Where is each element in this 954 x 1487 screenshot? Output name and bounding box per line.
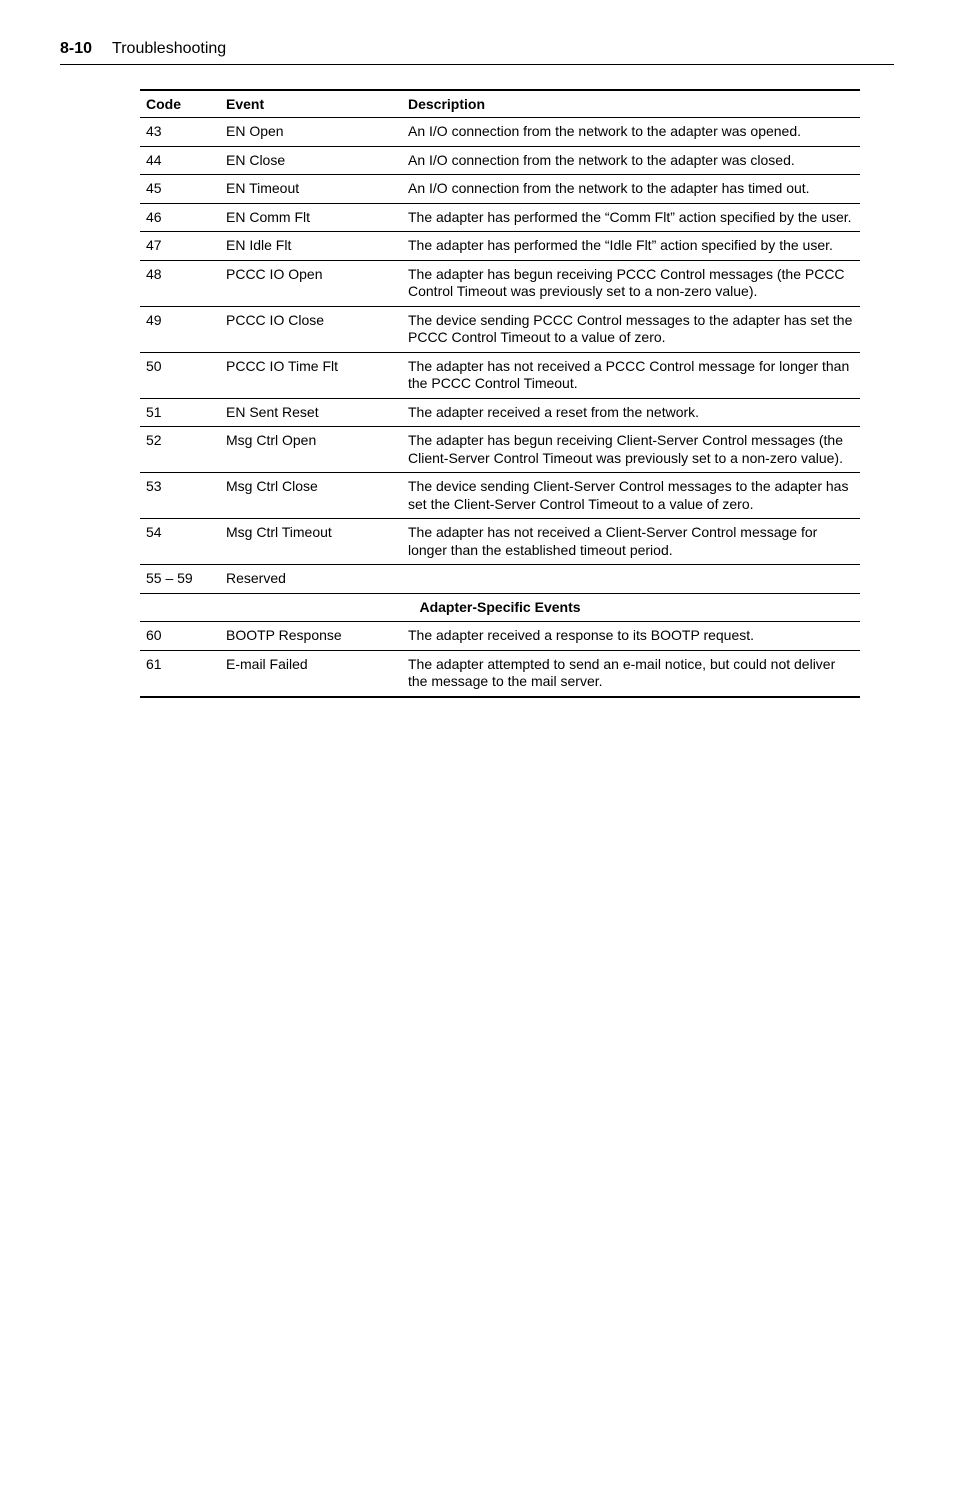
cell-code: 54	[140, 519, 220, 565]
cell-event: PCCC IO Time Flt	[220, 352, 402, 398]
col-code-header: Code	[140, 90, 220, 118]
cell-desc: The adapter has not received a PCCC Cont…	[402, 352, 860, 398]
cell-event: EN Close	[220, 146, 402, 175]
cell-event: EN Idle Flt	[220, 232, 402, 261]
section-title: Adapter-Specific Events	[140, 593, 860, 622]
cell-code: 48	[140, 260, 220, 306]
page-title: Troubleshooting	[112, 40, 226, 58]
cell-desc: The device sending PCCC Control messages…	[402, 306, 860, 352]
cell-event: Msg Ctrl Close	[220, 473, 402, 519]
table-row: 45 EN Timeout An I/O connection from the…	[140, 175, 860, 204]
col-event-header: Event	[220, 90, 402, 118]
page-number: 8-10	[60, 40, 92, 58]
cell-event: Reserved	[220, 565, 402, 594]
cell-code: 52	[140, 427, 220, 473]
cell-event: EN Sent Reset	[220, 398, 402, 427]
table-row: 60 BOOTP Response The adapter received a…	[140, 622, 860, 651]
cell-code: 53	[140, 473, 220, 519]
cell-event: EN Open	[220, 118, 402, 147]
table-row: 44 EN Close An I/O connection from the n…	[140, 146, 860, 175]
cell-code: 47	[140, 232, 220, 261]
cell-desc: An I/O connection from the network to th…	[402, 175, 860, 204]
table-row: 46 EN Comm Flt The adapter has performed…	[140, 203, 860, 232]
table-row: 51 EN Sent Reset The adapter received a …	[140, 398, 860, 427]
cell-event: Msg Ctrl Open	[220, 427, 402, 473]
table-row: 47 EN Idle Flt The adapter has performed…	[140, 232, 860, 261]
cell-code: 55 – 59	[140, 565, 220, 594]
events-table: Code Event Description 43 EN Open An I/O…	[140, 89, 860, 698]
cell-code: 51	[140, 398, 220, 427]
cell-desc: The adapter has begun receiving PCCC Con…	[402, 260, 860, 306]
cell-code: 43	[140, 118, 220, 147]
cell-code: 45	[140, 175, 220, 204]
cell-code: 46	[140, 203, 220, 232]
cell-desc: The adapter has performed the “Idle Flt”…	[402, 232, 860, 261]
table-row: 52 Msg Ctrl Open The adapter has begun r…	[140, 427, 860, 473]
col-desc-header: Description	[402, 90, 860, 118]
cell-desc: The device sending Client-Server Control…	[402, 473, 860, 519]
cell-event: PCCC IO Open	[220, 260, 402, 306]
cell-code: 60	[140, 622, 220, 651]
cell-event: Msg Ctrl Timeout	[220, 519, 402, 565]
section-header-row: Adapter-Specific Events	[140, 593, 860, 622]
cell-code: 61	[140, 650, 220, 697]
table-row: 54 Msg Ctrl Timeout The adapter has not …	[140, 519, 860, 565]
cell-code: 44	[140, 146, 220, 175]
page-header: 8-10 Troubleshooting	[60, 40, 894, 65]
cell-desc: An I/O connection from the network to th…	[402, 118, 860, 147]
table-header-row: Code Event Description	[140, 90, 860, 118]
cell-event: BOOTP Response	[220, 622, 402, 651]
cell-desc: An I/O connection from the network to th…	[402, 146, 860, 175]
cell-desc: The adapter attempted to send an e-mail …	[402, 650, 860, 697]
cell-desc: The adapter has performed the “Comm Flt”…	[402, 203, 860, 232]
table-row: 49 PCCC IO Close The device sending PCCC…	[140, 306, 860, 352]
page: 8-10 Troubleshooting Code Event Descript…	[0, 0, 954, 758]
cell-code: 49	[140, 306, 220, 352]
cell-desc: The adapter has begun receiving Client-S…	[402, 427, 860, 473]
cell-desc: The adapter has not received a Client-Se…	[402, 519, 860, 565]
cell-desc	[402, 565, 860, 594]
cell-event: EN Timeout	[220, 175, 402, 204]
table-row: 43 EN Open An I/O connection from the ne…	[140, 118, 860, 147]
table-row: 53 Msg Ctrl Close The device sending Cli…	[140, 473, 860, 519]
table-row: 48 PCCC IO Open The adapter has begun re…	[140, 260, 860, 306]
cell-event: PCCC IO Close	[220, 306, 402, 352]
cell-event: EN Comm Flt	[220, 203, 402, 232]
cell-desc: The adapter received a reset from the ne…	[402, 398, 860, 427]
table-row: 50 PCCC IO Time Flt The adapter has not …	[140, 352, 860, 398]
cell-code: 50	[140, 352, 220, 398]
table-row: 55 – 59 Reserved	[140, 565, 860, 594]
cell-event: E-mail Failed	[220, 650, 402, 697]
cell-desc: The adapter received a response to its B…	[402, 622, 860, 651]
table-row: 61 E-mail Failed The adapter attempted t…	[140, 650, 860, 697]
